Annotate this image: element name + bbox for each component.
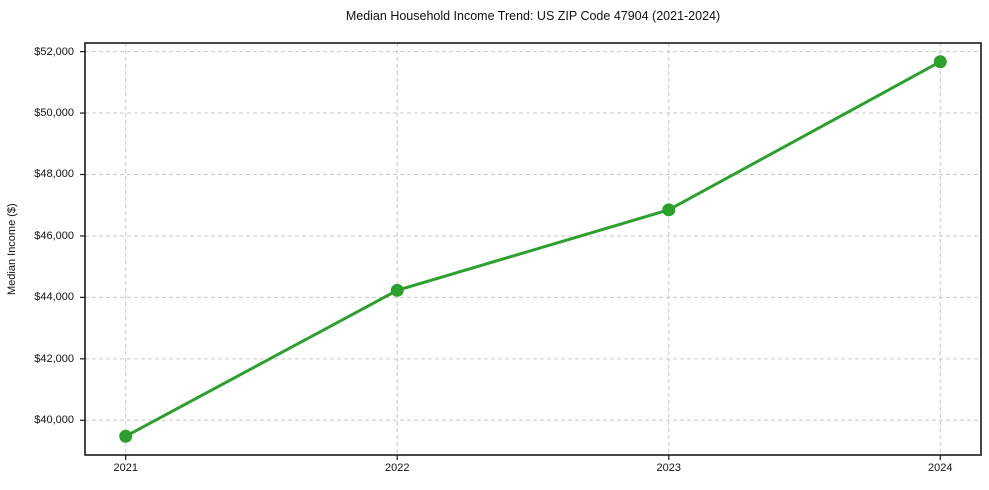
y-tick-label: $46,000 <box>34 229 74 242</box>
y-tick-label: $40,000 <box>34 414 74 427</box>
y-tick-label: $42,000 <box>34 352 74 365</box>
x-tick-label: 2024 <box>928 462 953 474</box>
income-trend-line <box>124 60 942 438</box>
chart-title: Median Household Income Trend: US ZIP Co… <box>345 9 721 23</box>
y-tick-label: $52,000 <box>34 45 74 58</box>
y-tick-label: $50,000 <box>34 107 74 120</box>
y-tick-label: $48,000 <box>34 168 74 181</box>
data-point-marker <box>390 283 404 297</box>
data-point-marker <box>662 203 676 217</box>
x-tick-label: 2021 <box>113 462 138 474</box>
y-tick-label: $44,000 <box>34 291 74 304</box>
plot-border <box>84 42 982 456</box>
x-tick-label: 2023 <box>656 462 681 474</box>
data-point-marker <box>119 429 133 443</box>
data-point-marker <box>933 55 947 69</box>
x-tick-label: 2022 <box>384 462 410 474</box>
